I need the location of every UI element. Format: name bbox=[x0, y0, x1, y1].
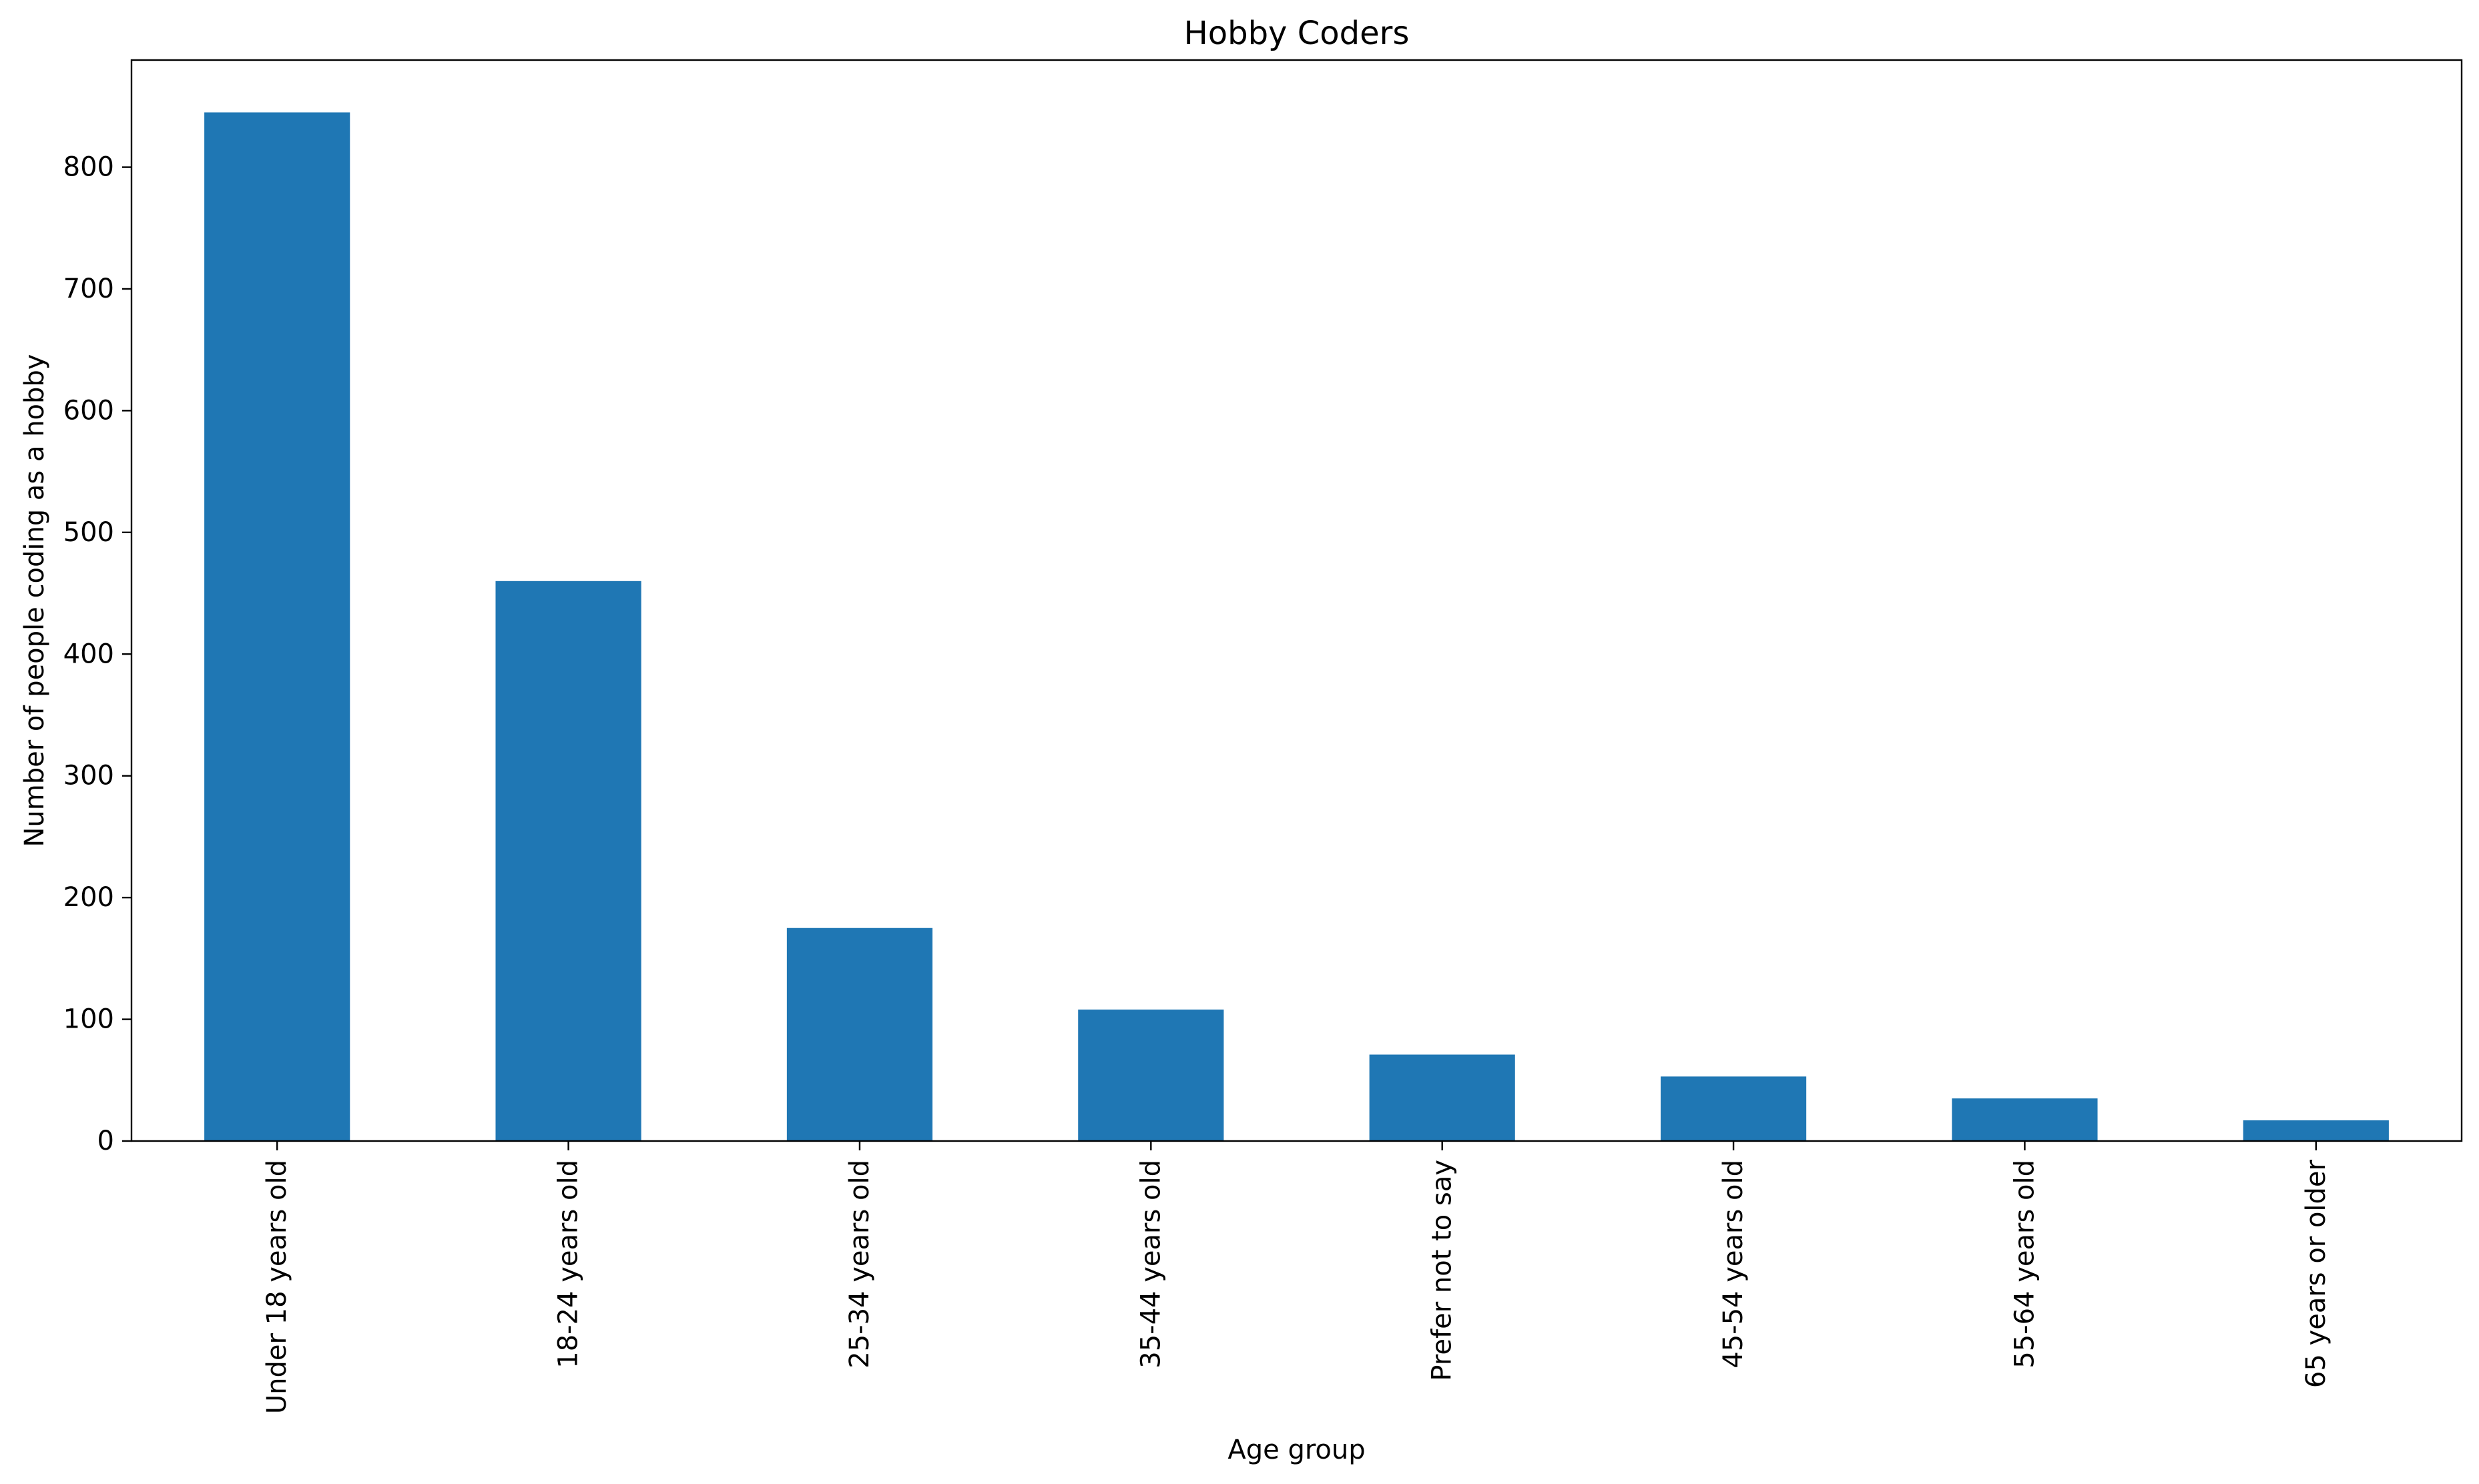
y-tick-label-4: 400 bbox=[63, 639, 114, 669]
y-tick-label-2: 200 bbox=[63, 882, 114, 913]
x-tick-label-2: 25-34 years old bbox=[844, 1160, 875, 1369]
x-tick-label-0: Under 18 years old bbox=[262, 1160, 292, 1414]
x-ticks-group: Under 18 years old 18-24 years old 25-34 y… bbox=[262, 1141, 2331, 1414]
bar-1 bbox=[495, 581, 641, 1141]
bars-group bbox=[204, 112, 2389, 1142]
x-tick-label-6: 55-64 years old bbox=[2009, 1160, 2040, 1369]
bar-3 bbox=[1078, 1009, 1224, 1141]
bar-7 bbox=[2243, 1120, 2389, 1141]
x-tick-label-5: 45-54 years old bbox=[1718, 1160, 1749, 1369]
x-tick-label-4: Prefer not to say bbox=[1427, 1160, 1458, 1381]
y-tick-label-8: 800 bbox=[63, 152, 114, 183]
chart-title: Hobby Coders bbox=[1184, 15, 1410, 52]
x-tick-label-1: 18-24 years old bbox=[553, 1160, 584, 1369]
x-tick-label-7: 65 years or older bbox=[2301, 1159, 2331, 1388]
x-axis-label: Age group bbox=[1227, 1435, 1365, 1465]
y-axis-label: Number of people coding as a hobby bbox=[19, 354, 50, 847]
bar-6 bbox=[1952, 1098, 2098, 1141]
y-ticks-group: 0 100 200 300 400 500 600 700 800 bbox=[63, 152, 131, 1156]
bar-4 bbox=[1369, 1054, 1515, 1141]
y-tick-label-5: 500 bbox=[63, 517, 114, 548]
y-tick-label-3: 300 bbox=[63, 761, 114, 791]
bar-0 bbox=[204, 112, 350, 1142]
bar-2 bbox=[786, 928, 933, 1141]
y-tick-label-1: 100 bbox=[63, 1004, 114, 1035]
y-tick-label-6: 600 bbox=[63, 395, 114, 426]
y-tick-label-7: 700 bbox=[63, 274, 114, 304]
bar-5 bbox=[1660, 1076, 1807, 1141]
x-tick-label-3: 35-44 years old bbox=[1135, 1160, 1166, 1369]
axes-frame bbox=[130, 59, 2463, 1142]
y-tick-label-0: 0 bbox=[97, 1126, 114, 1156]
